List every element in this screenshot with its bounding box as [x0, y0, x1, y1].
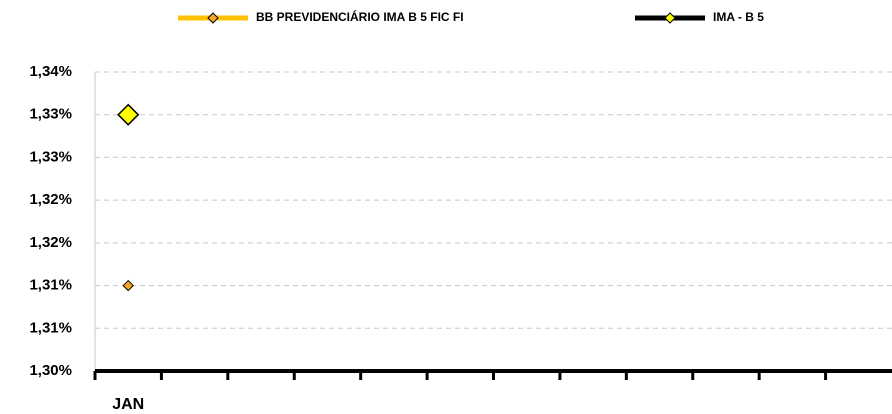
x-tick-label: JAN	[112, 396, 144, 413]
marker	[122, 279, 134, 292]
y-tick-label: 1,32%	[29, 234, 72, 251]
y-tick-label: 1,30%	[29, 362, 72, 379]
y-tick-label: 1,31%	[29, 319, 72, 336]
legend-label: IMA - B 5	[713, 10, 764, 24]
y-tick-label: 1,32%	[29, 191, 72, 208]
legend-marker	[664, 12, 676, 24]
y-tick-label: 1,33%	[29, 106, 72, 123]
y-tick-label: 1,31%	[29, 277, 72, 294]
marker	[117, 103, 140, 126]
legend-label: BB PREVIDENCIÁRIO IMA B 5 FIC FI	[256, 9, 464, 24]
y-tick-label: 1,34%	[29, 63, 72, 80]
legend-marker	[207, 12, 219, 24]
y-tick-label: 1,33%	[29, 148, 72, 165]
